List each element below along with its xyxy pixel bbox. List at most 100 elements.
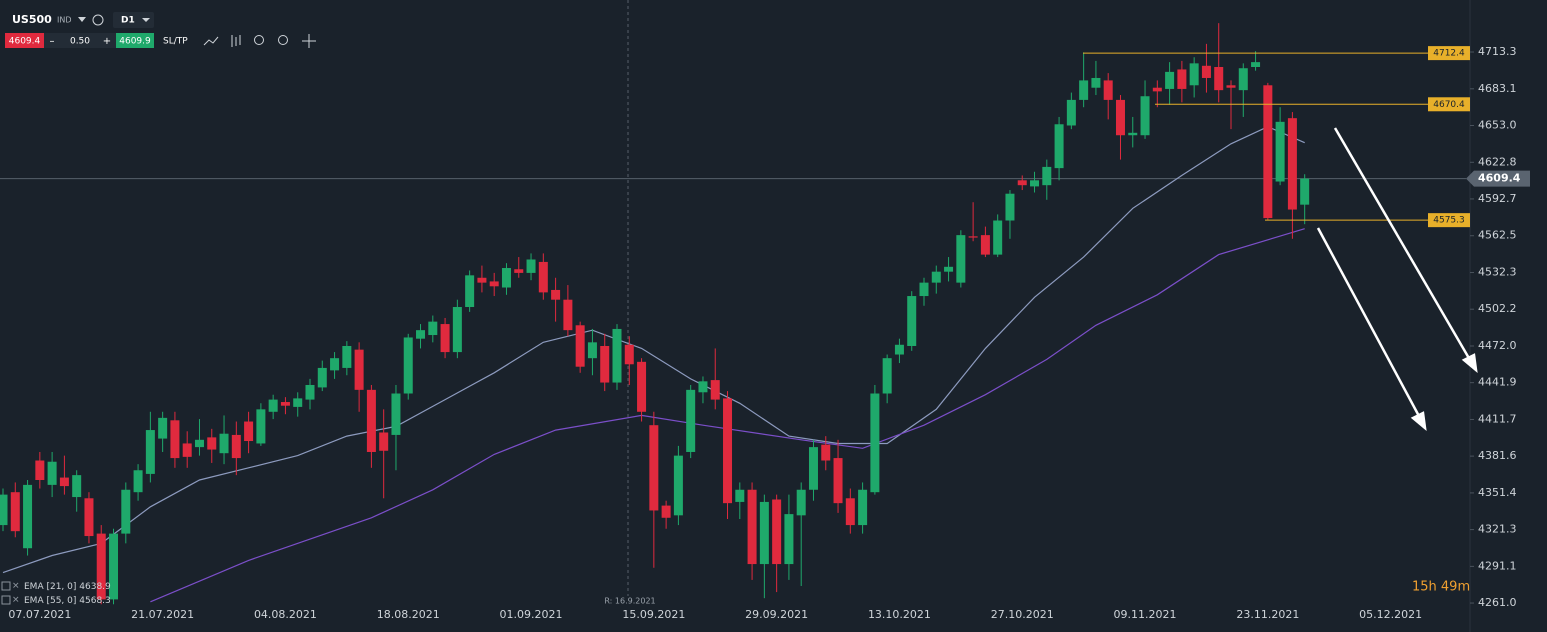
candle-body: [231, 434, 241, 459]
candle-body: [796, 489, 806, 516]
symbol[interactable]: US500: [12, 13, 52, 26]
ema-legend-value: 4568.3: [79, 596, 111, 606]
candle-body: [968, 236, 978, 238]
candle-body: [1128, 132, 1138, 136]
candle-body: [661, 505, 671, 518]
info-icon[interactable]: [92, 14, 104, 26]
candle-body: [0, 494, 8, 526]
candle-body: [858, 489, 868, 526]
level-box: [1428, 213, 1470, 228]
candle-body: [698, 381, 708, 393]
candle-body: [379, 432, 389, 451]
candle-body: [759, 501, 769, 565]
bid[interactable]: 4609.4: [9, 37, 41, 47]
candle-body: [1066, 99, 1076, 126]
candle-body: [808, 447, 818, 490]
sl-tp[interactable]: SL/TP: [163, 37, 188, 47]
candle-body: [1152, 87, 1162, 92]
candle-body: [1189, 63, 1199, 86]
candle-body: [870, 393, 880, 493]
candle-body: [170, 420, 180, 459]
buy-box[interactable]: [116, 33, 154, 48]
candle-body: [182, 443, 192, 457]
plot-area: 4713.3 4683.1 4653.0 4622.8 4592.7 4562.5 4532…: [0, 23, 1530, 621]
candle-body: [59, 477, 69, 487]
candle-body: [1140, 96, 1150, 136]
candle-body: [280, 402, 290, 406]
candle-body: [1214, 67, 1224, 91]
plus[interactable]: +: [103, 36, 111, 47]
ema-legend-close[interactable]: ✕: [12, 596, 20, 606]
ema-legend: EMA [21, 0] 4638.9: [24, 582, 111, 592]
candle-body: [440, 324, 450, 353]
ema-legend: EMA [55, 0] 4568.3: [24, 596, 111, 606]
candle-body: [944, 266, 954, 272]
candle-body: [47, 461, 57, 485]
level-label: 4575.3: [1433, 216, 1465, 226]
minus[interactable]: –: [50, 36, 55, 47]
x-tick-label: 07.07.2021: [8, 608, 71, 621]
candle-body: [452, 307, 462, 353]
current-price-label: 4609.4: [1478, 172, 1521, 185]
candle-body: [366, 389, 376, 452]
volume-box[interactable]: [44, 33, 116, 48]
candle-body: [673, 455, 683, 516]
candle-body: [72, 475, 82, 498]
candle-body: [747, 489, 757, 565]
candle-body: [96, 533, 106, 600]
candle-body: [1226, 85, 1236, 88]
interval-box[interactable]: [113, 12, 154, 28]
candles-icon[interactable]: [231, 35, 241, 47]
candle-body: [931, 271, 941, 283]
candle-body: [10, 492, 20, 532]
candle-body: [244, 421, 254, 442]
candle-body: [121, 489, 131, 534]
candle-body: [317, 367, 327, 388]
move-icon[interactable]: [302, 34, 316, 48]
candle-body: [1103, 80, 1113, 100]
candle-body: [649, 425, 659, 511]
x-tick-label: 23.11.2021: [1236, 608, 1299, 621]
candle-body: [330, 358, 340, 371]
ema-legend-name: EMA [55, 0]: [24, 596, 76, 606]
candle-body: [637, 361, 647, 412]
candle-body: [980, 235, 990, 255]
candle-body: [1201, 65, 1211, 78]
candle-body: [1300, 178, 1310, 205]
zoom-in-icon[interactable]: [278, 35, 288, 45]
ema-legend-close[interactable]: ✕: [12, 582, 20, 592]
symbol-dropdown[interactable]: [78, 17, 86, 22]
candle-body: [477, 277, 487, 283]
level-label: 4670.4: [1433, 100, 1465, 110]
candle-body: [538, 261, 548, 293]
candle-body: [723, 398, 733, 504]
y-tick-label: 4261.0: [1478, 596, 1517, 609]
candle-body: [489, 281, 499, 287]
candle-body: [612, 328, 622, 383]
interval[interactable]: D1: [121, 16, 135, 26]
line-icon[interactable]: [203, 36, 219, 46]
timer: 15h 49m: [1412, 580, 1470, 595]
candle-body: [145, 430, 155, 474]
zoom-out-icon[interactable]: [254, 35, 264, 45]
candle-body: [845, 498, 855, 526]
level-box: [1428, 97, 1470, 112]
y-tick-label: 4562.5: [1478, 229, 1517, 242]
ema-legend-value: 4638.9: [79, 582, 111, 592]
candle-body: [833, 458, 843, 504]
candle-body: [784, 514, 794, 565]
candle-body: [993, 220, 1003, 255]
current-price-box: [1466, 170, 1530, 187]
candle-body: [416, 330, 426, 339]
candle-body: [1030, 180, 1040, 187]
candle-body: [624, 344, 634, 365]
candle-body: [1251, 62, 1261, 68]
candle-body: [1287, 118, 1297, 210]
interval-dropdown[interactable]: [142, 18, 150, 22]
ask[interactable]: 4609.9: [119, 37, 151, 47]
candle-body: [1017, 180, 1027, 186]
candle-body: [686, 389, 696, 452]
arrow: [1333, 127, 1472, 361]
candle-body: [342, 345, 352, 368]
sell-box[interactable]: [5, 33, 44, 48]
